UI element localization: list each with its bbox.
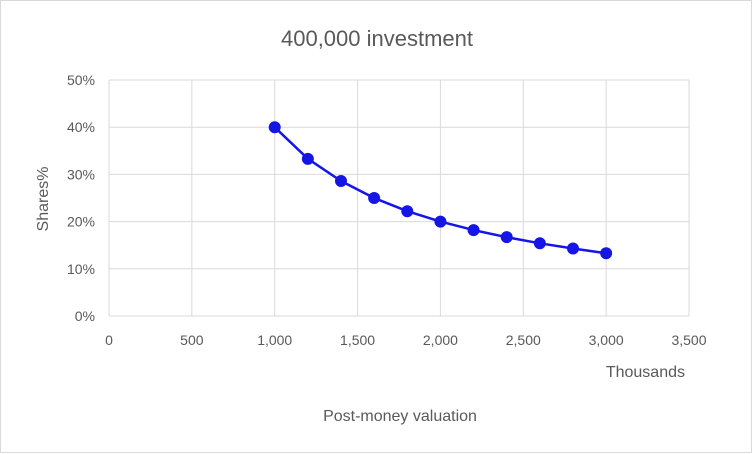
x-tick-label: 3,000: [589, 332, 624, 348]
series-group: [268, 121, 613, 260]
data-point: [268, 121, 281, 134]
data-point: [335, 175, 347, 188]
x-tick-label: 0: [105, 332, 113, 348]
y-tick-label: 0%: [75, 308, 95, 324]
x-tick-label: 2,500: [506, 332, 541, 348]
data-point: [368, 192, 381, 204]
x-axis-label: Post-money valuation: [323, 408, 477, 425]
chart-title: 400,000 investment: [281, 26, 473, 51]
x-tick-label: 1,500: [340, 332, 375, 348]
x-tick-label: 500: [180, 332, 204, 348]
y-axis-ticks: 0% 10% 20% 30% 40% 50%: [67, 72, 95, 324]
data-point: [567, 242, 579, 255]
data-point: [301, 152, 314, 165]
gridlines: [108, 79, 690, 317]
y-tick-label: 30%: [67, 166, 95, 182]
x-tick-label: 2,000: [423, 332, 458, 348]
y-tick-label: 20%: [67, 214, 95, 230]
data-point: [467, 224, 480, 237]
x-axis-units-label: Thousands: [606, 364, 685, 381]
data-point: [434, 215, 447, 228]
data-point: [500, 231, 513, 244]
data-point: [401, 205, 414, 218]
y-tick-label: 50%: [67, 72, 95, 88]
x-tick-label: 1,000: [257, 332, 292, 348]
x-axis-ticks: 0 500 1,000 1,500 2,000 2,500 3,000 3,500: [105, 332, 707, 348]
y-tick-label: 10%: [67, 261, 95, 277]
data-point: [600, 247, 613, 260]
y-axis-label: Shares%: [35, 167, 52, 232]
y-tick-label: 40%: [67, 119, 95, 135]
data-point: [533, 237, 546, 250]
x-tick-label: 3,500: [671, 332, 706, 348]
